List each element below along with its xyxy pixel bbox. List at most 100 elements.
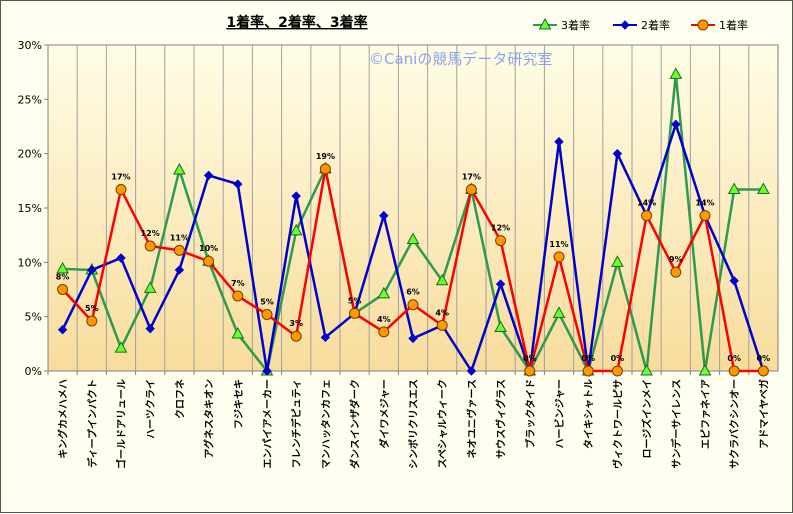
data-point: [552, 306, 566, 318]
data-point: [115, 184, 127, 196]
data-point: [435, 273, 449, 286]
x-tick-label: ネオユニヴァース: [465, 379, 478, 459]
data-point: [203, 255, 215, 267]
chart-title: 1着率、2着率、3着率: [226, 14, 367, 31]
x-tick-label: ロージズインメイ: [641, 379, 654, 459]
data-point: [611, 365, 623, 377]
data-point: [173, 244, 185, 256]
data-label: 0%: [727, 354, 741, 363]
data-point: [233, 179, 243, 189]
y-tick-label: 20%: [18, 148, 42, 161]
watermark-text: ©Caniの競馬データ研究室: [369, 50, 552, 68]
x-tick-label: シンボリクリスエス: [407, 379, 420, 469]
y-tick-label: 0%: [25, 365, 42, 378]
data-label: 8%: [56, 273, 70, 282]
data-point: [436, 319, 448, 331]
data-point: [697, 19, 709, 31]
data-point: [611, 255, 624, 267]
data-label: 11%: [549, 240, 568, 249]
plot-area: [47, 44, 779, 372]
data-label: 14%: [637, 199, 656, 208]
legend: 3着率 2着率 1着率: [533, 17, 748, 32]
x-tick-label: ヴィクトワールピサ: [611, 379, 624, 469]
data-point: [319, 163, 331, 175]
data-point: [669, 67, 683, 79]
data-point: [349, 307, 361, 319]
data-point: [173, 162, 186, 175]
data-label: 0%: [611, 354, 625, 363]
data-label: 5%: [348, 296, 362, 305]
data-label: 4%: [377, 315, 391, 324]
data-point: [524, 365, 536, 377]
data-point: [377, 286, 391, 299]
data-point: [261, 308, 273, 320]
data-point: [379, 210, 389, 221]
data-label: 4%: [435, 308, 449, 317]
data-point: [56, 261, 69, 274]
data-point: [290, 330, 302, 342]
data-point: [698, 363, 712, 376]
data-point: [116, 253, 126, 263]
data-point: [86, 315, 98, 327]
data-label: 17%: [111, 173, 130, 182]
data-label: 5%: [85, 304, 99, 313]
data-point: [174, 265, 185, 275]
data-point: [494, 320, 507, 333]
data-point: [465, 184, 477, 196]
data-label: 12%: [491, 224, 510, 233]
legend-label: 1着率: [719, 18, 748, 32]
data-point: [87, 265, 97, 275]
x-tick-label: ハーツクライ: [145, 379, 157, 439]
data-point: [57, 284, 69, 295]
data-point: [203, 170, 214, 181]
x-tick-label: ゴールドアリュール: [115, 379, 128, 469]
data-point: [114, 341, 128, 353]
y-tick-label: 10%: [18, 256, 42, 269]
data-point: [144, 240, 156, 252]
legend-label: 2着率: [641, 18, 670, 32]
y-tick-label: 30%: [18, 39, 42, 52]
x-tick-label: サウスヴィグラス: [495, 379, 508, 459]
x-tick-label: ダイワメジャー: [378, 379, 391, 449]
data-label: 7%: [231, 279, 245, 288]
data-point: [231, 327, 245, 339]
data-label: 12%: [141, 229, 160, 238]
data-point: [620, 20, 630, 30]
x-tick-label: エンパイアメーカー: [262, 379, 274, 469]
x-tick-label: マンハッタンカフェ: [320, 379, 332, 469]
x-tick-label: アグネスタキオン: [203, 379, 216, 459]
x-tick-label: クロフネ: [174, 379, 186, 419]
data-point: [145, 323, 155, 334]
y-tick-label: 5%: [25, 311, 42, 324]
x-tick-label: ディープインパクト: [86, 379, 99, 468]
x-tick-label: アドマイヤベガ: [757, 379, 770, 449]
data-label: 11%: [170, 233, 189, 242]
data-point: [378, 326, 390, 338]
data-point: [143, 281, 157, 293]
data-point: [582, 365, 594, 377]
y-tick-label: 25%: [18, 93, 42, 106]
x-tick-label: タイキシャトル: [583, 379, 595, 449]
data-point: [232, 290, 244, 302]
data-point: [699, 210, 711, 222]
data-point: [757, 365, 769, 377]
x-tick-label: フレンチデピュティ: [290, 379, 303, 468]
data-point: [728, 365, 740, 377]
x-tick-label: スペシャルウィーク: [437, 379, 449, 468]
data-point: [57, 324, 68, 335]
legend-label: 3着率: [561, 18, 590, 32]
data-label: 14%: [695, 199, 714, 208]
data-point: [670, 266, 682, 278]
data-label: 0%: [523, 354, 537, 363]
data-label: 6%: [406, 288, 420, 297]
data-point: [408, 333, 418, 344]
data-point: [466, 366, 477, 376]
data-point: [291, 191, 301, 201]
data-point: [640, 363, 653, 376]
x-tick-label: キングカメハメハ: [57, 379, 70, 459]
data-label: 9%: [669, 255, 683, 264]
data-label: 19%: [316, 152, 335, 161]
data-point: [262, 366, 272, 376]
